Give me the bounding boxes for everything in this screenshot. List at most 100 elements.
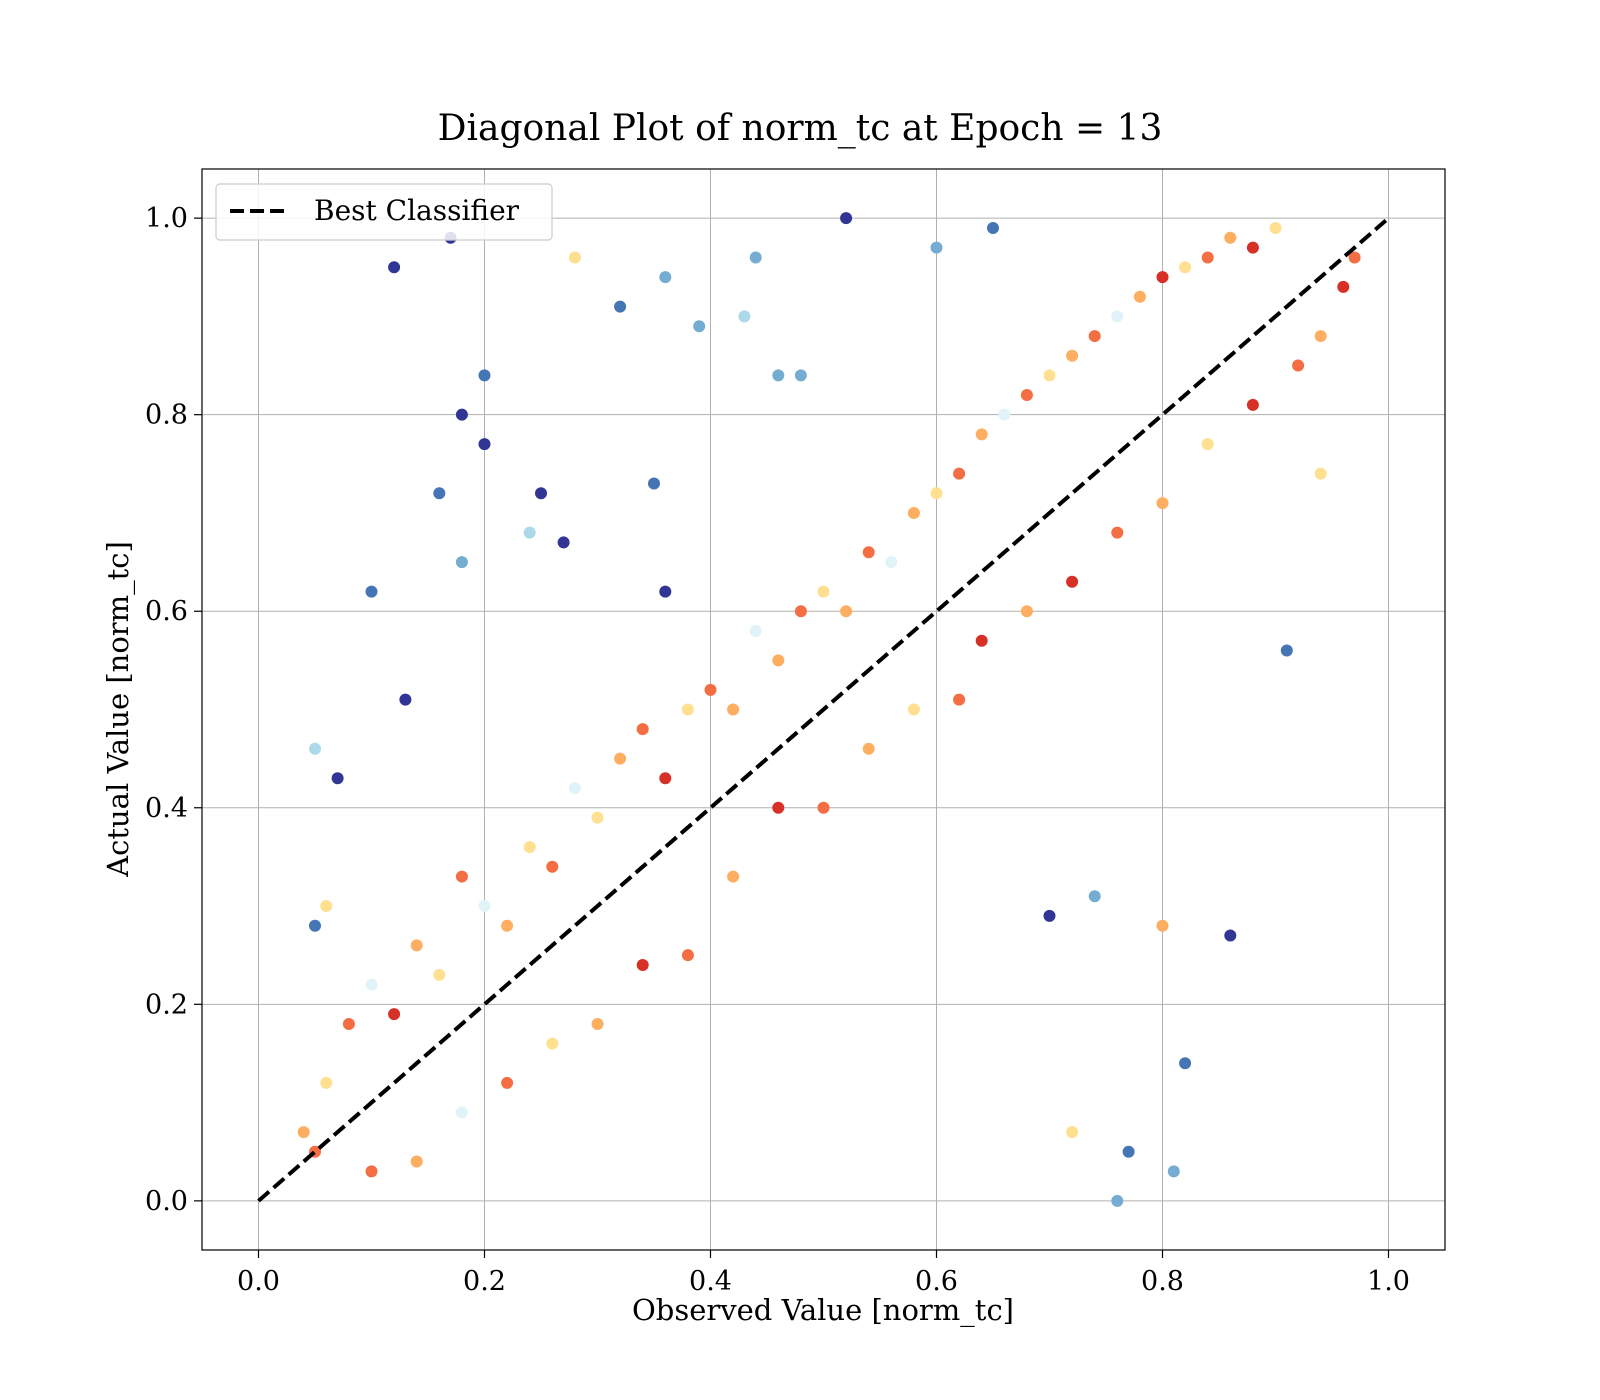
scatter-point (1179, 1057, 1192, 1070)
scatter-point (478, 369, 491, 382)
scatter-point (455, 408, 468, 421)
scatter-point (1020, 605, 1033, 618)
y-tick-label: 0.4 (145, 793, 188, 824)
y-axis-label: Actual Value [norm_tc] (101, 541, 136, 878)
legend-box (215, 183, 553, 241)
scatter-point (1111, 526, 1124, 539)
scatter-point (1201, 438, 1214, 451)
scatter-point (501, 919, 514, 932)
scatter-point (320, 900, 333, 913)
scatter-point (388, 261, 401, 274)
scatter-point (455, 870, 468, 883)
scatter-point (478, 900, 491, 913)
scatter-point (1314, 467, 1327, 480)
scatter-point (727, 703, 740, 716)
scatter-point (953, 693, 966, 706)
scatter-point (546, 1037, 559, 1050)
scatter-point (840, 212, 853, 225)
scatter-point (523, 841, 536, 854)
scatter-point (704, 683, 717, 696)
scatter-point (365, 585, 378, 598)
scatter-point (749, 251, 762, 264)
scatter-point (1269, 221, 1282, 234)
scatter-point (1348, 251, 1361, 264)
scatter-point (568, 782, 581, 795)
y-axis-ticks: 0.0 0.2 0.4 0.6 0.8 1.0 (145, 203, 202, 1217)
scatter-point (591, 1017, 604, 1030)
scatter-point (749, 624, 762, 637)
scatter-point (309, 919, 321, 932)
scatter-point (636, 723, 649, 736)
scatter-point (501, 1076, 514, 1089)
scatter-point (659, 271, 672, 284)
scatter-point (455, 1106, 468, 1119)
scatter-point (320, 1076, 333, 1089)
scatter-point (410, 1155, 423, 1168)
scatter-point (388, 1008, 401, 1021)
scatter-point (433, 968, 446, 981)
scatter-point (817, 801, 830, 814)
y-tick-label: 0.0 (145, 1186, 188, 1217)
scatter-point (840, 605, 853, 618)
scatter-point (1133, 290, 1146, 303)
y-tick-label: 0.6 (145, 596, 188, 627)
scatter-point (557, 536, 570, 549)
scatter-point (659, 772, 672, 785)
scatter-point (681, 703, 694, 716)
scatter-point (862, 742, 875, 755)
scatter-point (1179, 261, 1192, 274)
scatter-point (1337, 280, 1350, 293)
scatter-point (953, 467, 966, 480)
scatter-point (907, 703, 920, 716)
scatter-point (1156, 497, 1169, 510)
scatter-point (614, 752, 627, 765)
scatter-point (1111, 1194, 1124, 1207)
scatter-point (1156, 919, 1169, 932)
y-tick-label: 1.0 (145, 203, 188, 234)
scatter-point (399, 693, 412, 706)
scatter-point (772, 654, 785, 667)
scatter-point (410, 939, 423, 952)
scatter-point (365, 978, 378, 991)
scatter-point (523, 526, 536, 539)
scatter-point (1043, 369, 1056, 382)
scatter-point (693, 320, 706, 333)
scatter-point (1167, 1165, 1180, 1178)
scatter-point (1122, 1145, 1135, 1158)
scatter-point (930, 487, 943, 500)
scatter-point (342, 1017, 355, 1030)
scatter-point (1043, 909, 1056, 922)
plot-frame (201, 168, 1446, 1251)
scatter-point (987, 221, 999, 234)
y-tick-label: 0.2 (145, 989, 188, 1020)
scatter-point (478, 438, 491, 451)
scatter-point (975, 428, 988, 441)
scatter-point (614, 300, 627, 313)
scatter-point (297, 1126, 310, 1139)
scatter-point (727, 870, 740, 883)
scatter-point (998, 408, 1011, 421)
scatter-point (1246, 398, 1259, 411)
scatter-point (1111, 310, 1124, 323)
scatter-point (535, 487, 547, 500)
best-classifier-line (257, 216, 1390, 1203)
scatter-point (681, 949, 694, 962)
x-axis-ticks: 0.0 0.2 0.4 0.6 0.8 1.0 (237, 1250, 1410, 1297)
x-tick-label: 1.0 (1367, 1266, 1410, 1297)
scatter-point (1020, 389, 1033, 402)
scatter-point (772, 369, 785, 382)
legend-label: Best Classifier (314, 194, 520, 227)
scatter-point (331, 772, 344, 785)
scatter-point (738, 310, 751, 323)
scatter-point (1224, 231, 1237, 244)
scatter-point (794, 605, 807, 618)
scatter-point (817, 585, 830, 598)
reference-line (257, 216, 1390, 1203)
legend: Best Classifier (215, 183, 553, 241)
scatter-point (1292, 359, 1305, 372)
scatter-point (1224, 929, 1237, 942)
scatter-point (1066, 1126, 1079, 1139)
x-tick-label: 0.2 (463, 1266, 506, 1297)
chart-title: Diagonal Plot of norm_tc at Epoch = 13 (438, 108, 1163, 149)
